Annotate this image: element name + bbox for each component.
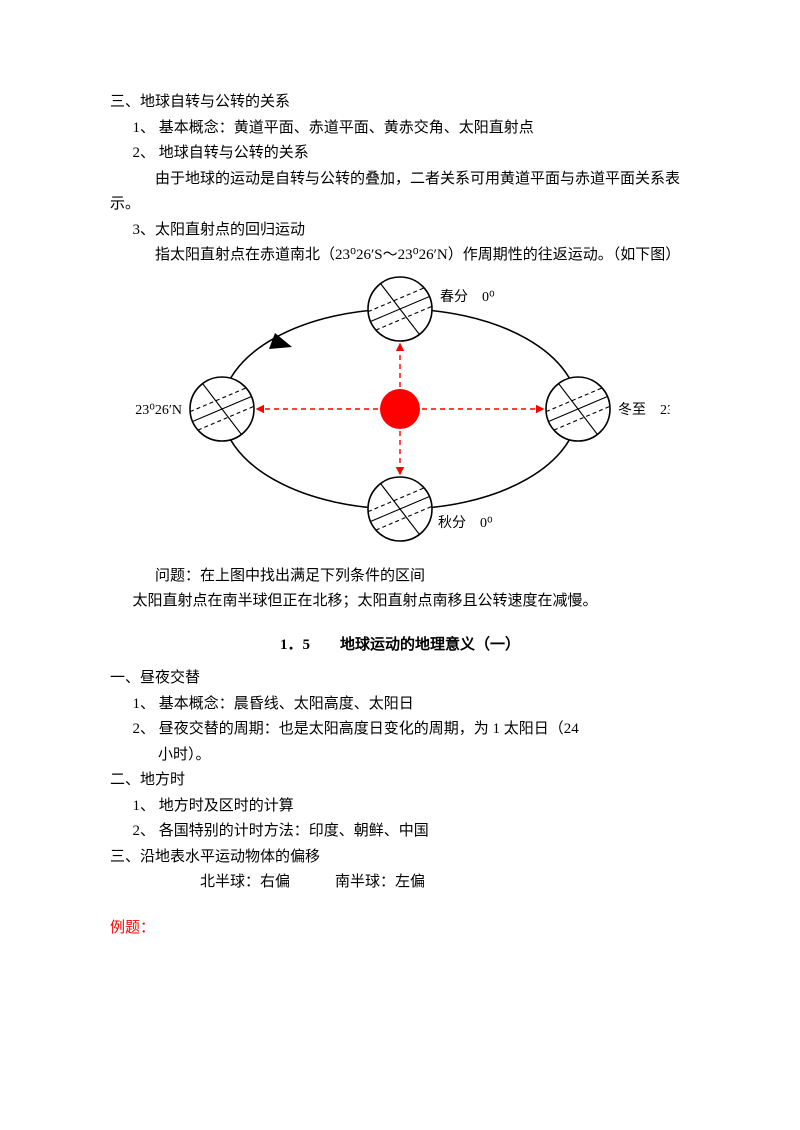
orbit-svg: 春分 0⁰ 秋分 0⁰ 夏至 23⁰26′N 冬至 23⁰26′S [130,269,670,554]
orbit-diagram: 春分 0⁰ 秋分 0⁰ 夏至 23⁰26′N 冬至 23⁰26′S [110,269,690,554]
section-3-heading: 三、地球自转与公转的关系 [110,90,690,116]
sec2-item-2: 2、 各国特别的计时方法：印度、朝鲜、中国 [110,819,690,845]
section-3-item-1: 1、 基本概念：黄道平面、赤道平面、黄赤交角、太阳直射点 [110,116,690,142]
sec1-heading: 一、昼夜交替 [110,666,690,692]
svg-text:冬至 23⁰26′S: 冬至 23⁰26′S [618,402,670,418]
sec3b-heading: 三、沿地表水平运动物体的偏移 [110,845,690,871]
sec1-item-2b: 小时）。 [110,743,690,769]
question-line-2: 太阳直射点在南半球但正在北移；太阳直射点南移且公转速度在减慢。 [110,589,690,615]
section-3-item-2-body: 由于地球的运动是自转与公转的叠加，二者关系可用黄道平面与赤道平面关系表示。 [110,167,690,218]
svg-text:秋分 0⁰: 秋分 0⁰ [438,515,493,531]
question-line-1: 问题：在上图中找出满足下列条件的区间 [110,564,690,590]
section-title-1-5: 1．5 地球运动的地理意义（一） [110,633,690,659]
svg-text:夏至 23⁰26′N: 夏至 23⁰26′N [130,402,182,418]
example-heading: 例题： [110,916,690,942]
sec1-item-2a: 2、 昼夜交替的周期：也是太阳高度日变化的周期，为 1 太阳日（24 [110,717,690,743]
section-3-item-3: 3、太阳直射点的回归运动 [110,218,690,244]
sec2-heading: 二、地方时 [110,768,690,794]
section-3-item-3-body: 指太阳直射点在赤道南北（23⁰26′S～23⁰26′N）作周期性的往返运动。（如… [110,243,690,269]
sec2-item-1: 1、 地方时及区时的计算 [110,794,690,820]
sec1-item-1: 1、 基本概念：晨昏线、太阳高度、太阳日 [110,692,690,718]
svg-text:春分 0⁰: 春分 0⁰ [440,289,495,305]
section-3-item-2: 2、 地球自转与公转的关系 [110,141,690,167]
sec3b-body: 北半球：右偏 南半球：左偏 [110,870,690,896]
